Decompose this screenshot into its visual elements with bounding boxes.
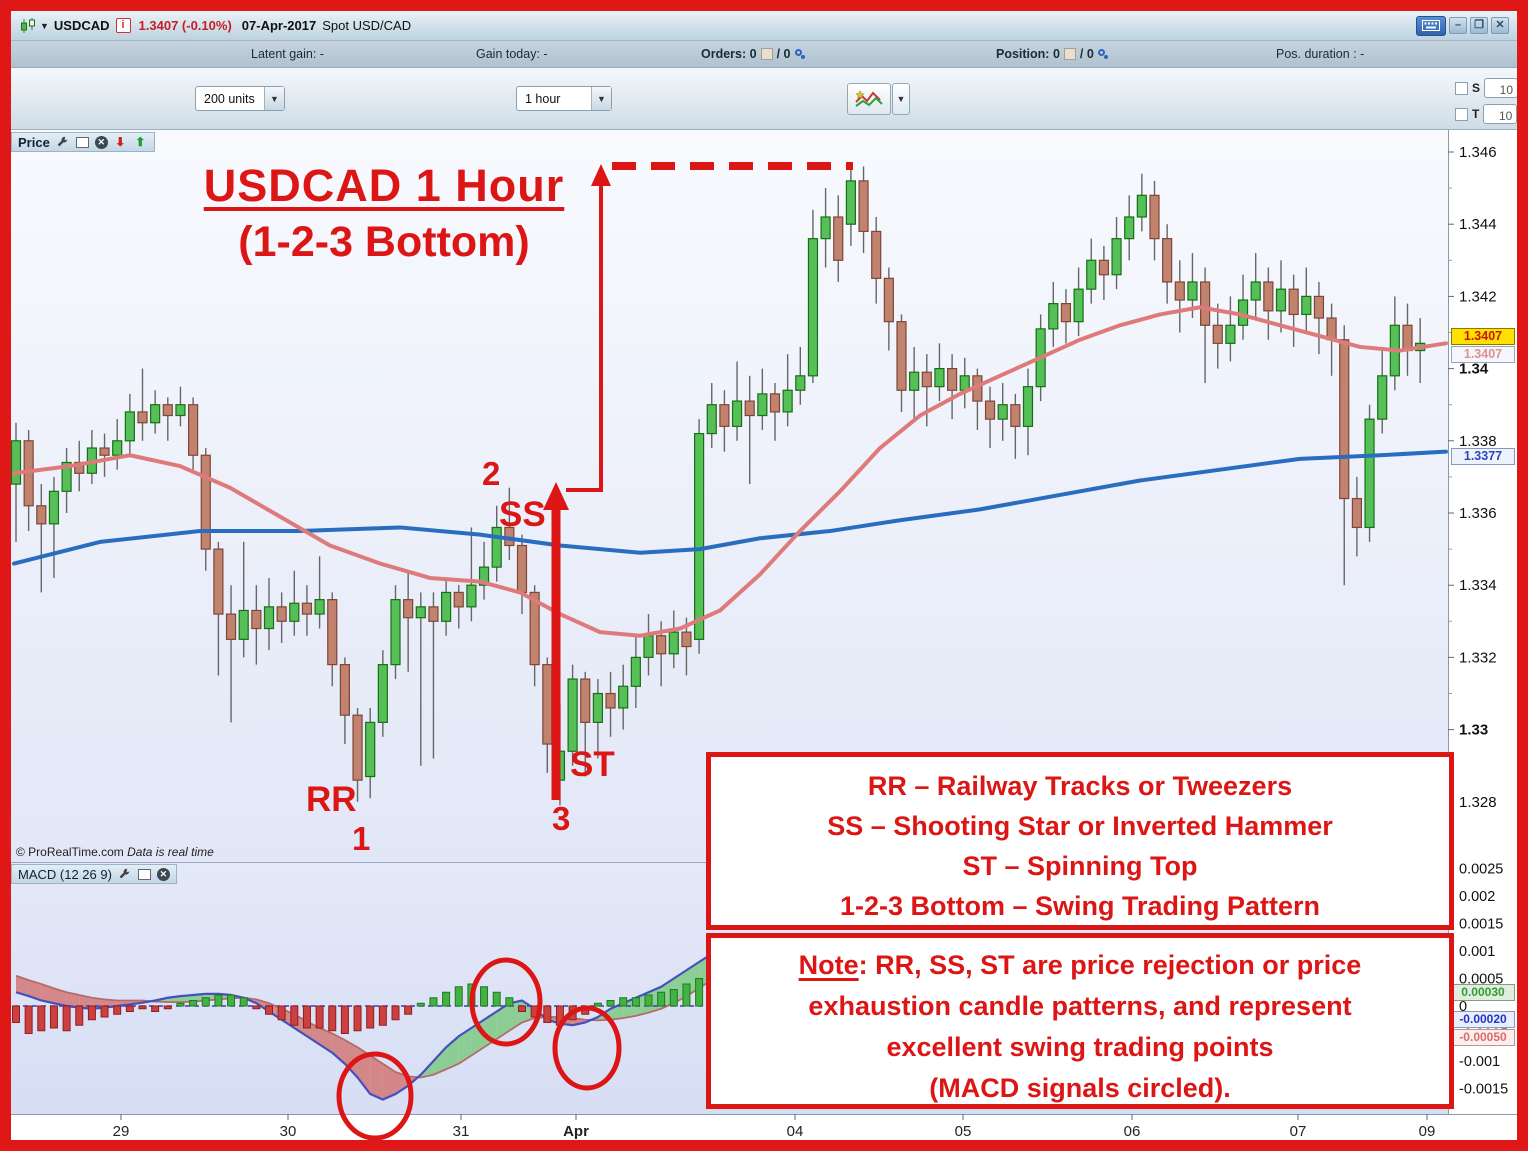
wrench-icon bbox=[57, 136, 68, 147]
note-line-2: exhaustion candle patterns, and represen… bbox=[808, 991, 1352, 1021]
target-checkbox[interactable] bbox=[1455, 107, 1468, 121]
instrument-label: Spot USD/CAD bbox=[322, 18, 412, 33]
maximize-icon[interactable]: ❒ bbox=[1470, 17, 1488, 34]
pattern-legend-box: RR – Railway Tracks or Tweezers SS – Sho… bbox=[706, 752, 1454, 930]
note-line-3: excellent swing trading points bbox=[886, 1032, 1274, 1062]
macd-panel-header: MACD (12 26 9) ✕ bbox=[11, 864, 177, 884]
minimize-icon[interactable]: – bbox=[1449, 17, 1467, 34]
legend-line-rr: RR – Railway Tracks or Tweezers bbox=[867, 771, 1293, 801]
legend-line-123: 1-2-3 Bottom – Swing Trading Pattern bbox=[839, 891, 1321, 921]
label-point-1: 1 bbox=[352, 820, 371, 857]
units-select[interactable]: 200 units ▼ bbox=[195, 86, 285, 111]
close-icon[interactable]: ✕ bbox=[1491, 17, 1509, 34]
price-panel-title: Price bbox=[18, 134, 50, 150]
gain-today: Gain today: - bbox=[476, 47, 548, 61]
note-line-1: Note: RR, SS, ST are price rejection or … bbox=[711, 945, 1449, 986]
orders-status: Orders: 0 / 0 bbox=[701, 47, 805, 61]
legend-line-ss: SS – Shooting Star or Inverted Hammer bbox=[827, 811, 1333, 841]
units-value: 200 units bbox=[204, 91, 255, 106]
main-toolbar: 200 units ▼ 1 hour ▼ ▼ ▶ Qty x1,000k Lim… bbox=[11, 68, 1519, 196]
legend-line-st: ST – Spinning Top bbox=[962, 851, 1198, 881]
position-detail-icon[interactable] bbox=[1097, 49, 1108, 59]
macd-value-badge: 0.00030 bbox=[1451, 984, 1515, 1001]
macd-panel-title: MACD (12 26 9) bbox=[18, 866, 112, 882]
info-icon[interactable]: i bbox=[115, 18, 131, 33]
time-axis-strip[interactable] bbox=[11, 1114, 1517, 1141]
orders-modify-icon[interactable] bbox=[760, 48, 773, 60]
position-duration: Pos. duration : - bbox=[1276, 47, 1365, 61]
s-value-input[interactable] bbox=[1484, 78, 1519, 98]
copyright-line: © ProRealTime.com Data is real time bbox=[16, 845, 214, 859]
label-st: ST bbox=[570, 745, 615, 784]
note-first: : RR, SS, ST are price rejection or pric… bbox=[858, 950, 1362, 980]
label-rr: RR bbox=[306, 780, 357, 819]
blue-ma-price-badge: 1.3377 bbox=[1451, 448, 1515, 465]
title-bar: ▼ USDCAD i 1.3407 (-0.10%) 07-Apr-2017 S… bbox=[11, 11, 1517, 41]
orders-count-2: / 0 bbox=[776, 47, 791, 61]
status-bar: Latent gain: - Gain today: - Orders: 0 /… bbox=[11, 41, 1517, 68]
annotation-title-line2: (1-2-3 Bottom) bbox=[238, 218, 530, 266]
price-panel-header: Price ✕ ⬇ ⬆ bbox=[11, 132, 155, 152]
label-point-2: 2 bbox=[482, 455, 501, 492]
chart-type-icon bbox=[855, 90, 883, 107]
price-close-icon[interactable]: ✕ bbox=[94, 135, 108, 149]
note-label: Note bbox=[798, 950, 859, 980]
symbol-dropdown-caret-icon[interactable]: ▼ bbox=[40, 20, 49, 31]
timeframe-select[interactable]: 1 hour ▼ bbox=[516, 86, 612, 111]
position-modify-icon[interactable] bbox=[1063, 48, 1076, 60]
macd-signal-badge: -0.00050 bbox=[1451, 1029, 1515, 1046]
note-box: Note: RR, SS, ST are price rejection or … bbox=[706, 933, 1454, 1109]
macd-settings-button[interactable] bbox=[117, 867, 132, 881]
price-scale-up-icon[interactable]: ⬆ bbox=[135, 135, 146, 149]
timeframe-value: 1 hour bbox=[525, 91, 561, 106]
s-label: S bbox=[1472, 81, 1481, 95]
orders-count: Orders: 0 bbox=[701, 47, 757, 61]
macd-line-badge: -0.00020 bbox=[1451, 1011, 1515, 1028]
wrench-icon bbox=[120, 868, 130, 879]
position-count: Position: 0 bbox=[996, 47, 1060, 61]
last-price-change: 1.3407 (-0.10%) bbox=[138, 18, 232, 33]
price-settings-button[interactable] bbox=[55, 135, 70, 149]
chart-type-dropdown-caret-icon[interactable]: ▼ bbox=[892, 83, 910, 115]
quote-date: 07-Apr-2017 bbox=[241, 18, 317, 33]
timeframe-dropdown-caret-icon[interactable]: ▼ bbox=[591, 87, 611, 110]
price-axis-strip[interactable] bbox=[1448, 130, 1517, 1141]
copyright-text: © ProRealTime.com bbox=[16, 845, 124, 859]
label-ss: SS bbox=[499, 495, 546, 534]
macd-close-icon[interactable]: ✕ bbox=[156, 867, 170, 881]
symbol-label: USDCAD bbox=[53, 18, 110, 33]
orders-detail-icon[interactable] bbox=[794, 49, 805, 59]
annotation-title: USDCAD 1 Hour (1-2-3 Bottom) bbox=[178, 160, 590, 267]
position-count-2: / 0 bbox=[1079, 47, 1094, 61]
chart-type-button[interactable] bbox=[847, 83, 891, 115]
t-value-input[interactable] bbox=[1483, 104, 1518, 124]
units-dropdown-caret-icon[interactable]: ▼ bbox=[264, 87, 284, 110]
annotation-title-line1: USDCAD 1 Hour bbox=[203, 160, 565, 211]
note-line-4: (MACD signals circled). bbox=[929, 1073, 1231, 1103]
last-quote-price-badge: 1.3407 bbox=[1451, 346, 1515, 363]
price-scale-down-icon[interactable]: ⬇ bbox=[115, 135, 126, 149]
latent-gain: Latent gain: - bbox=[251, 47, 324, 61]
realtime-note: Data is real time bbox=[127, 845, 214, 859]
keyboard-icon[interactable] bbox=[1416, 15, 1446, 36]
t-label: T bbox=[1472, 107, 1480, 121]
position-status: Position: 0 / 0 bbox=[996, 47, 1108, 61]
stop-checkbox[interactable] bbox=[1455, 81, 1468, 95]
last-trade-price-badge: 1.3407 bbox=[1451, 328, 1515, 345]
price-detach-icon[interactable] bbox=[75, 136, 89, 148]
macd-detach-icon[interactable] bbox=[137, 868, 151, 880]
usdcad-logo-icon bbox=[21, 17, 35, 33]
label-point-3: 3 bbox=[552, 800, 571, 837]
